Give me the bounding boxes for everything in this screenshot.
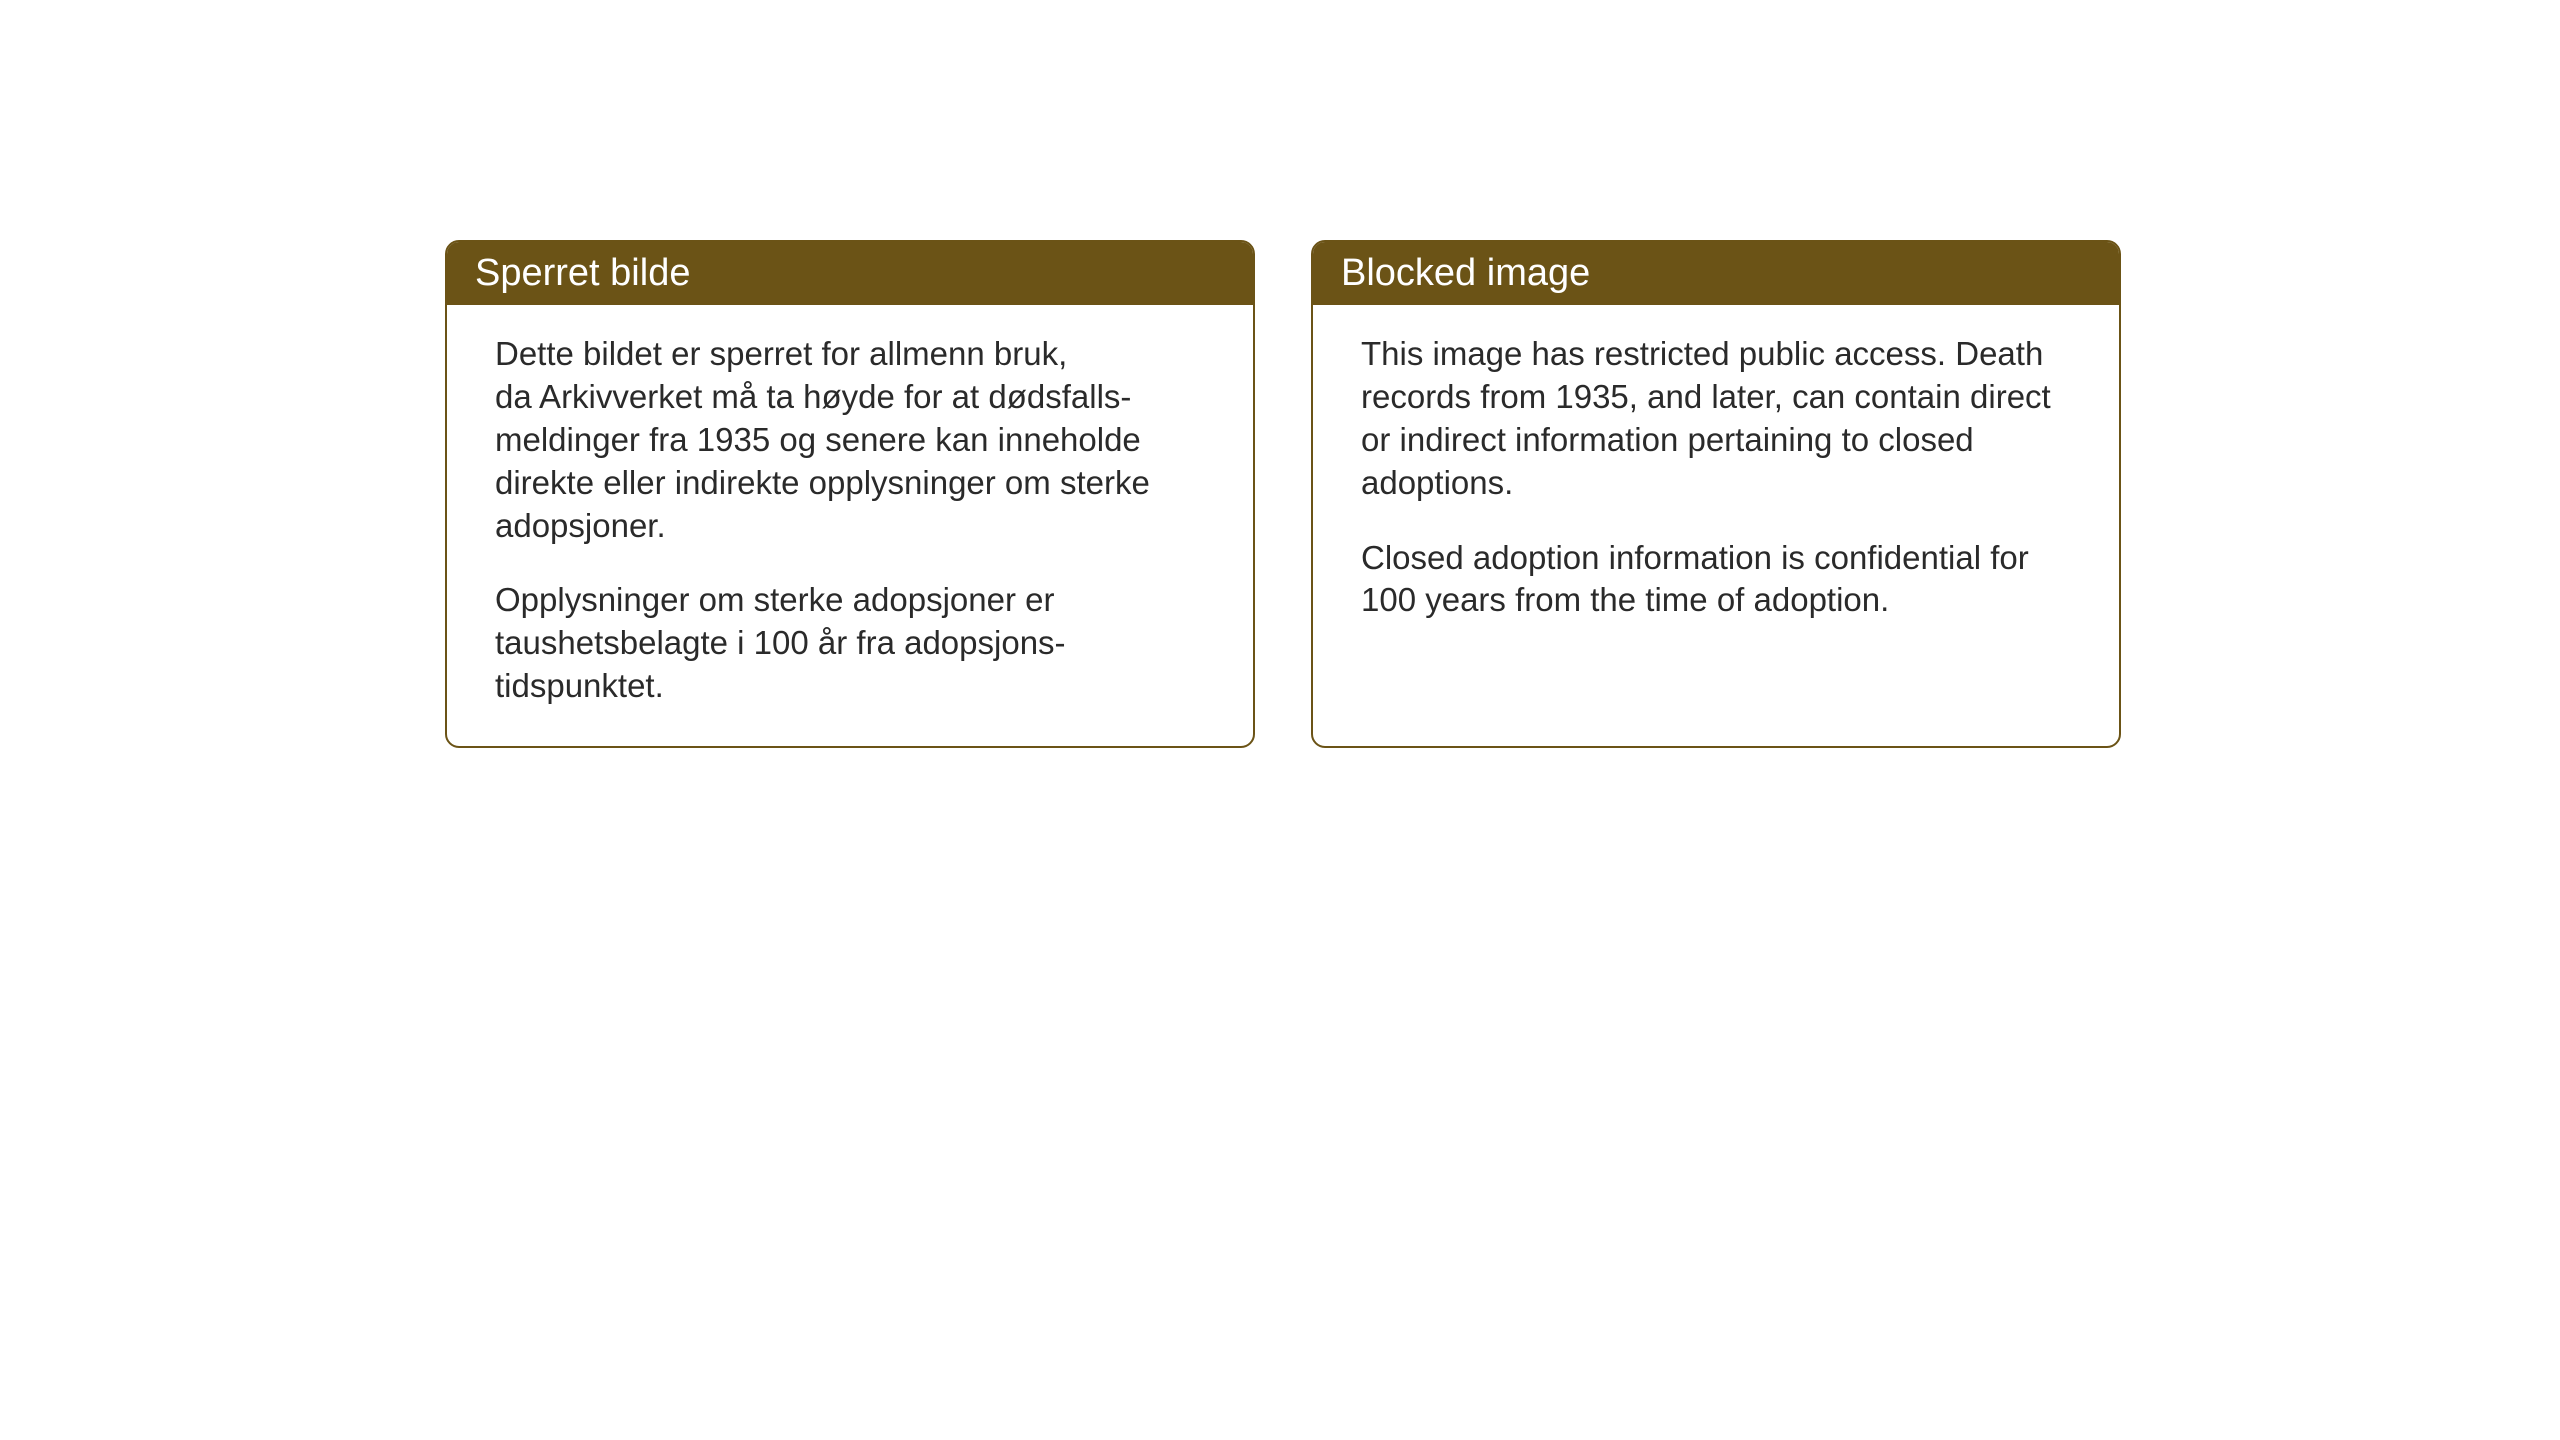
card-header-norwegian: Sperret bilde: [447, 242, 1253, 305]
card-norwegian: Sperret bilde Dette bildet er sperret fo…: [445, 240, 1255, 748]
card-body-norwegian: Dette bildet er sperret for allmenn bruk…: [447, 305, 1253, 746]
card-para2-english: Closed adoption information is confident…: [1361, 537, 2071, 623]
card-para1-english: This image has restricted public access.…: [1361, 333, 2071, 505]
card-header-english: Blocked image: [1313, 242, 2119, 305]
card-title-english: Blocked image: [1341, 252, 1590, 294]
card-para2-norwegian: Opplysninger om sterke adopsjoner er tau…: [495, 579, 1205, 708]
card-para1-norwegian: Dette bildet er sperret for allmenn bruk…: [495, 333, 1205, 547]
card-english: Blocked image This image has restricted …: [1311, 240, 2121, 748]
card-title-norwegian: Sperret bilde: [475, 252, 690, 294]
cards-container: Sperret bilde Dette bildet er sperret fo…: [445, 240, 2560, 748]
card-body-english: This image has restricted public access.…: [1313, 305, 2119, 735]
